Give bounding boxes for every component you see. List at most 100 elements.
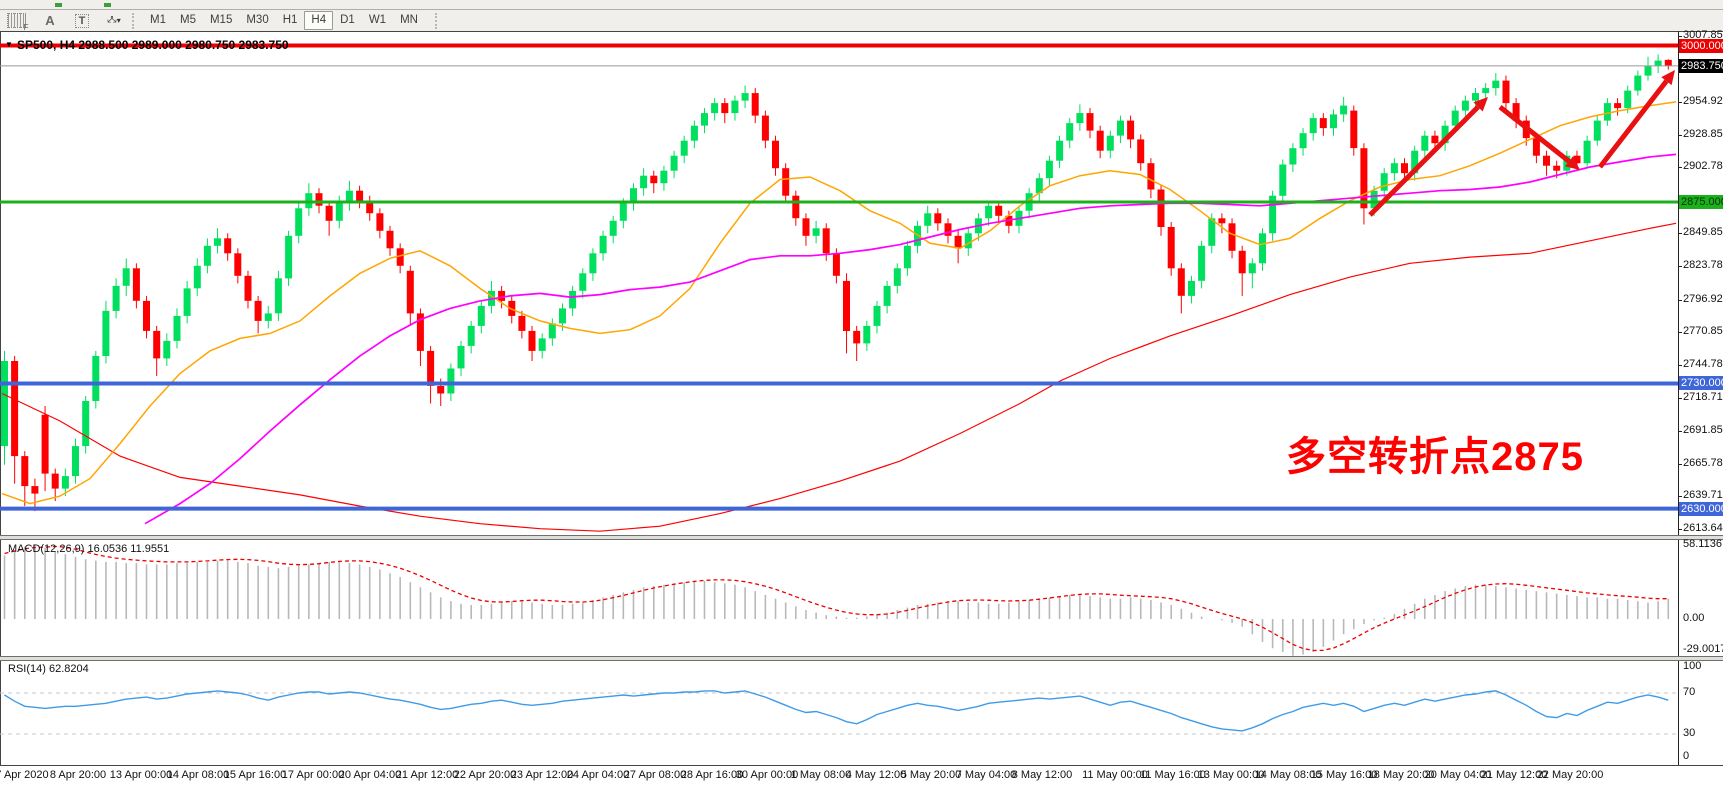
text-label-icon: T xyxy=(74,13,90,28)
price-tick xyxy=(1678,332,1682,333)
price-axis-label: 2902.780 xyxy=(1683,160,1723,172)
chart-top-border xyxy=(0,31,1723,32)
rsi-label: RSI(14) 62.8204 xyxy=(8,663,89,675)
price-axis-label: 2928.850 xyxy=(1683,128,1723,140)
timeframe-button-h4[interactable]: H4 xyxy=(304,11,334,30)
price-tick xyxy=(1678,496,1682,497)
timeframe-button-m15[interactable]: M15 xyxy=(209,14,233,26)
text-tool-button[interactable]: A xyxy=(40,12,60,30)
grid-f-icon: F xyxy=(6,13,29,32)
price-level-badge: 2875.000 xyxy=(1679,195,1723,209)
price-tick xyxy=(1678,36,1682,37)
timeframe-button-w1[interactable]: W1 xyxy=(368,14,387,26)
toolbar-speck xyxy=(55,3,62,7)
chart-annotation-text: 多空转折点2875 xyxy=(1286,435,1584,479)
time-axis-label: 24 Apr 04:00 xyxy=(566,769,630,781)
time-axis-border xyxy=(0,765,1723,766)
price-axis-label: 3007.850 xyxy=(1683,29,1723,41)
crosshair-arrows-icon: ⤦⤥ xyxy=(107,14,117,26)
timeframe-button-m1[interactable]: M1 xyxy=(150,14,166,26)
timeframe-button-d1[interactable]: D1 xyxy=(340,14,355,26)
time-axis-label: 17 Apr 00:00 xyxy=(281,769,345,781)
rsi-panel-canvas[interactable] xyxy=(0,661,1678,765)
price-axis-label: 2613.640 xyxy=(1683,522,1723,534)
timeframe-button-h1[interactable]: H1 xyxy=(282,14,298,26)
time-axis-label: 21 May 12:00 xyxy=(1480,769,1548,781)
time-axis-label: 21 Apr 12:00 xyxy=(395,769,459,781)
panel-separator[interactable] xyxy=(0,656,1723,661)
time-axis-label: 15 Apr 16:00 xyxy=(223,769,287,781)
price-axis-label: 2665.780 xyxy=(1683,457,1723,469)
price-axis-label: 2823.780 xyxy=(1683,259,1723,271)
toolbar-grip[interactable] xyxy=(434,12,440,29)
time-axis-label: 18 May 20:00 xyxy=(1367,769,1435,781)
time-axis-label: 15 May 16:00 xyxy=(1310,769,1378,781)
text-label-tool-button[interactable]: T xyxy=(72,12,92,30)
price-tick xyxy=(1678,398,1682,399)
toolbar-grip[interactable] xyxy=(132,12,137,29)
rsi-axis-label: 0 xyxy=(1683,750,1690,762)
price-tick xyxy=(1678,102,1682,103)
macd-label: MACD(12,26,9) 16.0536 11.9551 xyxy=(8,543,170,555)
arrows-tool-button[interactable]: ⤦⤥ ▾ xyxy=(104,12,124,30)
chart-title: SP500, H4 2988.500 2989.000 2980.750 298… xyxy=(17,38,289,52)
time-axis-label: 14 May 08:00 xyxy=(1254,769,1322,781)
price-level-badge: 3000.000 xyxy=(1679,39,1723,53)
price-chart-canvas[interactable] xyxy=(0,31,1678,535)
rsi-axis-label: 70 xyxy=(1683,686,1696,698)
toolbar-speck xyxy=(104,3,111,7)
time-axis-label: 22 Apr 20:00 xyxy=(453,769,517,781)
time-axis-label: 27 Apr 08:00 xyxy=(623,769,687,781)
price-tick xyxy=(1678,365,1682,366)
price-tick xyxy=(1678,266,1682,267)
rsi-axis-label: 30 xyxy=(1683,727,1696,739)
timeframe-button-m30[interactable]: M30 xyxy=(246,14,269,26)
macd-axis-label: 0.00 xyxy=(1683,612,1705,624)
price-tick xyxy=(1678,300,1682,301)
price-tick xyxy=(1678,464,1682,465)
time-axis-label: 22 May 20:00 xyxy=(1536,769,1604,781)
dropdown-caret-icon[interactable]: ▾ xyxy=(116,16,121,25)
price-axis-label: 2796.920 xyxy=(1683,293,1723,305)
price-axis-label: 2639.710 xyxy=(1683,489,1723,501)
price-level-badge: 2630.000 xyxy=(1679,502,1723,516)
price-axis-label: 2849.850 xyxy=(1683,226,1723,238)
chart-toolbar: F A T ⤦⤥ ▾ M1 M5 M15 M30 H1 H4 D1 W1 MN xyxy=(0,10,1723,32)
price-axis-label: 2744.780 xyxy=(1683,358,1723,370)
time-axis-label: 20 May 04:00 xyxy=(1424,769,1492,781)
time-axis-label: 13 Apr 00:00 xyxy=(109,769,173,781)
rsi-axis-label: 100 xyxy=(1683,660,1702,672)
price-axis-label: 2718.710 xyxy=(1683,391,1723,403)
time-axis-label: 4 May 12:00 xyxy=(845,769,907,781)
time-axis-label: 8 May 12:00 xyxy=(1011,769,1073,781)
timeframe-button-m5[interactable]: M5 xyxy=(179,14,196,26)
time-axis-label: 13 May 00:00 xyxy=(1197,769,1265,781)
price-level-badge: 2983.750 xyxy=(1679,59,1723,73)
macd-axis-label: -29.0017 xyxy=(1683,643,1723,655)
time-axis-label: 1 May 08:00 xyxy=(790,769,852,781)
time-axis-label: 5 May 20:00 xyxy=(900,769,962,781)
price-tick xyxy=(1678,529,1682,530)
macd-panel-canvas[interactable] xyxy=(0,540,1678,656)
price-tick xyxy=(1678,233,1682,234)
chart-left-border xyxy=(0,31,1,765)
price-tick xyxy=(1678,431,1682,432)
time-axis-label: 28 Apr 16:00 xyxy=(680,769,744,781)
price-axis-label: 2691.850 xyxy=(1683,424,1723,436)
time-axis-label: 8 Apr 20:00 xyxy=(49,769,107,781)
title-dropdown-icon[interactable]: ▼ xyxy=(5,40,13,49)
time-axis-label: 30 Apr 00:00 xyxy=(735,769,799,781)
time-axis-label: 7 Apr 2020 xyxy=(0,769,49,781)
time-axis-label: 11 May 16:00 xyxy=(1140,769,1206,781)
panel-separator[interactable] xyxy=(0,535,1723,540)
macd-axis-label: 58.1136 xyxy=(1683,538,1722,550)
timeframe-button-mn[interactable]: MN xyxy=(400,14,418,26)
fibo-grid-tool-button[interactable]: F xyxy=(6,12,29,32)
time-axis[interactable]: 7 Apr 2020 8 Apr 20:00 13 Apr 00:00 14 Apr … xyxy=(0,766,1723,785)
top-toolbar-sliver xyxy=(0,0,1723,10)
time-axis-label: 11 May 00:00 xyxy=(1082,769,1148,781)
price-axis-label: 2770.850 xyxy=(1683,325,1723,337)
price-tick xyxy=(1678,135,1682,136)
time-axis-label: 7 May 04:00 xyxy=(955,769,1017,781)
